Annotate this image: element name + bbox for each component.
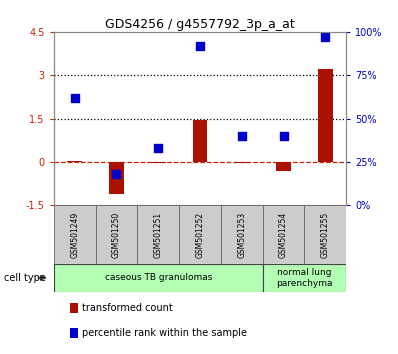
- Text: GSM501253: GSM501253: [237, 211, 246, 258]
- Point: [155, 145, 162, 151]
- Point: [238, 133, 245, 139]
- Bar: [221, 205, 263, 264]
- Text: GSM501251: GSM501251: [154, 211, 163, 258]
- Text: GSM501254: GSM501254: [279, 211, 288, 258]
- Bar: [304, 205, 346, 264]
- Point: [322, 34, 328, 40]
- Bar: [318, 69, 333, 162]
- Text: GSM501250: GSM501250: [112, 211, 121, 258]
- Bar: [96, 205, 137, 264]
- Bar: [151, 162, 166, 164]
- Bar: [263, 205, 304, 264]
- Text: caseous TB granulomas: caseous TB granulomas: [105, 273, 212, 282]
- Point: [72, 95, 78, 101]
- Point: [197, 43, 203, 48]
- Text: percentile rank within the sample: percentile rank within the sample: [82, 328, 248, 338]
- Bar: [54, 264, 263, 292]
- Bar: [67, 161, 82, 162]
- Text: GSM501249: GSM501249: [70, 211, 79, 258]
- Text: cell type: cell type: [4, 273, 46, 283]
- Text: transformed count: transformed count: [82, 303, 173, 313]
- Bar: [263, 264, 346, 292]
- Bar: [54, 205, 96, 264]
- Point: [113, 171, 119, 177]
- Text: GSM501252: GSM501252: [195, 211, 205, 258]
- Title: GDS4256 / g4557792_3p_a_at: GDS4256 / g4557792_3p_a_at: [105, 18, 295, 31]
- Bar: [276, 162, 291, 171]
- Bar: [193, 120, 207, 162]
- Bar: [179, 205, 221, 264]
- Point: [280, 133, 287, 139]
- Bar: [109, 162, 124, 194]
- Text: GSM501255: GSM501255: [321, 211, 330, 258]
- Bar: [137, 205, 179, 264]
- Text: normal lung
parenchyma: normal lung parenchyma: [276, 268, 333, 287]
- Bar: [234, 162, 249, 164]
